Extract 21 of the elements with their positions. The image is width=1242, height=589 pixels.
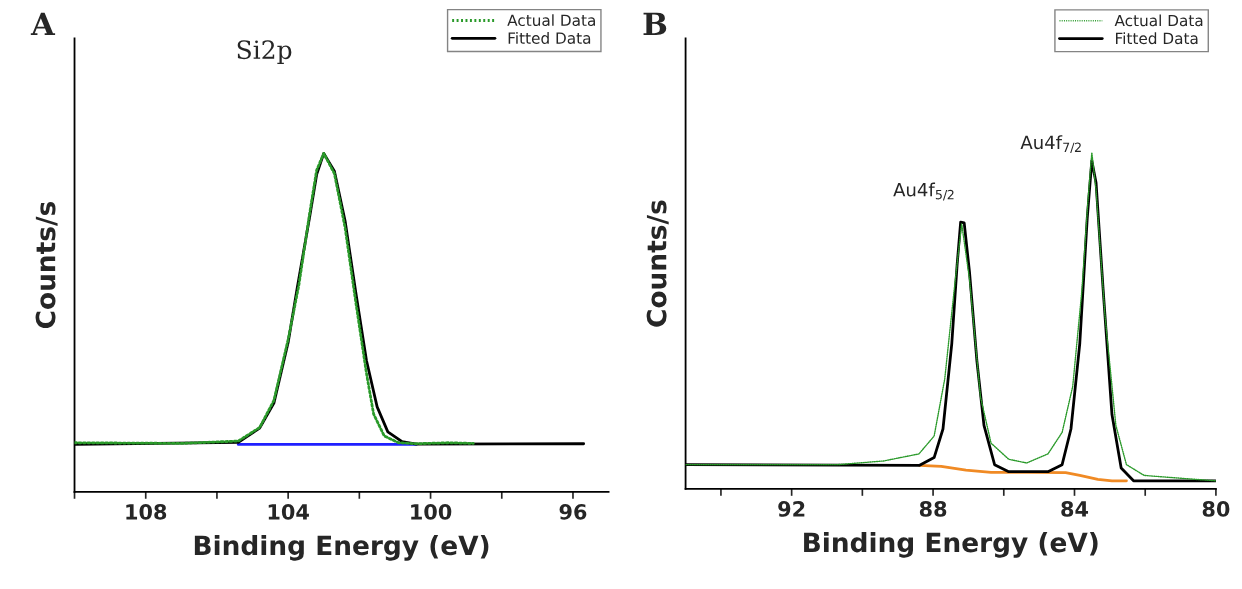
x-tick-label: 88 [919, 501, 947, 517]
annotation: Au4f$_{7/2}$ [1020, 135, 1081, 154]
annotation: Au4f$_{5/2}$ [893, 182, 954, 201]
chart-title: B [643, 12, 667, 35]
text: Si2p [237, 40, 292, 64]
x-tick-label: 100 [411, 503, 452, 520]
x-axis-title: Binding Energy (eV) [804, 531, 1098, 558]
x-axis-title: Binding Energy (eV) [194, 534, 489, 561]
x-tick-label: 108 [126, 503, 167, 520]
legend-label: Actual Data [507, 14, 595, 27]
x-tick-label: 96 [559, 504, 587, 520]
legend-label: Fitted Data [1116, 32, 1198, 45]
x-tick-label: 80 [1202, 501, 1230, 517]
legend-label: Actual Data [1114, 14, 1203, 27]
y-axis-title: Counts/s [35, 201, 58, 329]
chart-title: A [30, 12, 56, 35]
x-tick-label: 104 [268, 503, 309, 520]
x-tick-label: 92 [778, 501, 805, 517]
y-axis-title: Counts/s [646, 200, 669, 327]
legend-label: Fitted Data [508, 32, 591, 44]
x-tick-label: 84 [1061, 501, 1089, 517]
